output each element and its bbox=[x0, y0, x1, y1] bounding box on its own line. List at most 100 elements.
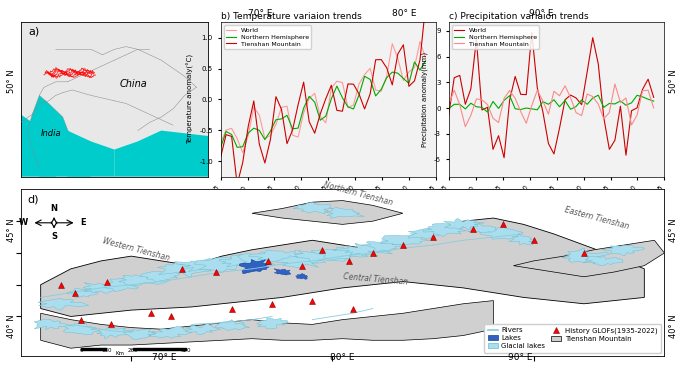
Northern Hemisphere bbox=[349, 107, 358, 111]
Polygon shape bbox=[215, 320, 250, 330]
Tienshan Mountain bbox=[310, 131, 319, 135]
Point bbox=[578, 250, 589, 256]
Northern Hemisphere bbox=[594, 93, 602, 97]
Tienshan Mountain bbox=[533, 88, 541, 92]
World bbox=[322, 121, 330, 125]
Text: 45° N: 45° N bbox=[7, 218, 16, 242]
Northern Hemisphere bbox=[238, 144, 247, 149]
Northern Hemisphere bbox=[456, 102, 464, 106]
World bbox=[572, 96, 580, 100]
Tienshan Mountain bbox=[410, 79, 419, 83]
Northern Hemisphere bbox=[511, 106, 519, 111]
Northern Hemisphere bbox=[388, 70, 397, 74]
Tienshan Mountain bbox=[322, 96, 330, 101]
Text: 50° N: 50° N bbox=[669, 70, 678, 93]
Point bbox=[105, 321, 116, 327]
Tienshan Mountain bbox=[333, 108, 341, 113]
World bbox=[283, 104, 291, 108]
Northern Hemisphere bbox=[399, 76, 408, 81]
Northern Hemisphere bbox=[327, 96, 336, 101]
Tienshan Mountain bbox=[416, 58, 424, 62]
Legend: Rivers, Lakes, Glacial lakes, History GLOFs(1935-2022), Tienshan Mountain: Rivers, Lakes, Glacial lakes, History GL… bbox=[484, 324, 661, 353]
Northern Hemisphere bbox=[450, 102, 458, 106]
Text: d): d) bbox=[27, 194, 38, 204]
World bbox=[327, 86, 336, 90]
World bbox=[338, 80, 347, 85]
Text: Western Tienshan: Western Tienshan bbox=[101, 236, 170, 263]
Polygon shape bbox=[175, 259, 223, 272]
Northern Hemisphere bbox=[421, 59, 429, 63]
Northern Hemisphere bbox=[344, 105, 352, 109]
World bbox=[516, 92, 525, 96]
World bbox=[277, 105, 286, 109]
Text: 80° E: 80° E bbox=[392, 9, 416, 18]
World bbox=[416, 39, 424, 44]
Polygon shape bbox=[295, 250, 351, 263]
World bbox=[611, 138, 619, 142]
Polygon shape bbox=[83, 282, 116, 293]
World bbox=[383, 74, 391, 78]
World bbox=[478, 108, 486, 112]
Text: 40° N: 40° N bbox=[7, 315, 16, 338]
World bbox=[622, 153, 630, 157]
Point bbox=[226, 306, 237, 312]
World bbox=[272, 122, 280, 127]
Text: 90° E: 90° E bbox=[529, 9, 553, 18]
Point bbox=[317, 247, 328, 253]
Text: N: N bbox=[51, 204, 58, 213]
Northern Hemisphere bbox=[371, 94, 379, 98]
Northern Hemisphere bbox=[622, 103, 630, 108]
Northern Hemisphere bbox=[316, 118, 325, 122]
Polygon shape bbox=[562, 248, 610, 263]
Point bbox=[146, 310, 157, 316]
Polygon shape bbox=[296, 274, 308, 279]
Northern Hemisphere bbox=[500, 98, 508, 103]
World bbox=[511, 74, 519, 79]
Northern Hemisphere bbox=[495, 106, 503, 111]
World bbox=[495, 134, 503, 138]
World bbox=[256, 113, 264, 118]
Polygon shape bbox=[257, 318, 288, 329]
Tienshan Mountain bbox=[456, 103, 464, 107]
Polygon shape bbox=[293, 202, 333, 214]
World bbox=[644, 77, 652, 81]
Tienshan Mountain bbox=[272, 95, 280, 99]
World bbox=[244, 133, 252, 138]
World bbox=[405, 70, 413, 74]
Northern Hemisphere bbox=[294, 126, 302, 130]
Point bbox=[166, 313, 177, 319]
Northern Hemisphere bbox=[550, 98, 558, 102]
Polygon shape bbox=[602, 246, 645, 256]
Point bbox=[266, 301, 277, 307]
Tienshan Mountain bbox=[327, 83, 336, 88]
Polygon shape bbox=[252, 201, 403, 224]
Line: Northern Hemisphere: Northern Hemisphere bbox=[449, 95, 653, 112]
Tienshan Mountain bbox=[489, 116, 497, 121]
Tienshan Mountain bbox=[594, 102, 602, 106]
Northern Hemisphere bbox=[416, 68, 424, 72]
Text: 70° E: 70° E bbox=[152, 353, 177, 362]
Northern Hemisphere bbox=[633, 93, 641, 98]
Text: a): a) bbox=[28, 27, 39, 37]
Tienshan Mountain bbox=[511, 96, 519, 101]
Polygon shape bbox=[311, 247, 372, 259]
Tienshan Mountain bbox=[545, 112, 553, 116]
Polygon shape bbox=[34, 319, 71, 330]
Text: Central Tienshan: Central Tienshan bbox=[342, 272, 408, 287]
Northern Hemisphere bbox=[588, 96, 597, 100]
World bbox=[484, 105, 492, 109]
Northern Hemisphere bbox=[249, 126, 258, 130]
Northern Hemisphere bbox=[366, 77, 374, 82]
Point bbox=[528, 237, 539, 243]
Tienshan Mountain bbox=[566, 95, 575, 100]
Text: c) Precipitation variaion trends: c) Precipitation variaion trends bbox=[449, 13, 588, 22]
Northern Hemisphere bbox=[461, 107, 469, 111]
Northern Hemisphere bbox=[577, 98, 586, 102]
Tienshan Mountain bbox=[216, 155, 225, 160]
Northern Hemisphere bbox=[561, 98, 569, 103]
Tienshan Mountain bbox=[572, 111, 580, 115]
Polygon shape bbox=[140, 271, 180, 282]
Polygon shape bbox=[248, 250, 308, 262]
Tienshan Mountain bbox=[421, 4, 429, 9]
Polygon shape bbox=[21, 22, 208, 177]
